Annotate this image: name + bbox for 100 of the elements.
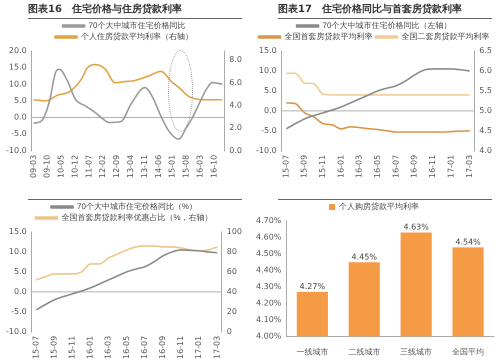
y-tick-label: -5.0	[11, 306, 27, 316]
line-series	[32, 64, 224, 102]
x-tick-label: 16-09	[158, 336, 167, 360]
y-tick-label: 15.0	[8, 227, 27, 236]
x-tick-label: 11-07	[84, 154, 94, 178]
x-tick-label: 三线城市	[400, 347, 432, 356]
line-series	[285, 72, 470, 96]
y2-tick-label: 2.0	[229, 123, 242, 132]
y2-tick-label: 6.5	[479, 46, 492, 56]
x-tick-label: 10-05	[56, 154, 66, 178]
y-tick-label: 5.0	[264, 86, 277, 95]
y2-tick-label: 5.5	[479, 86, 492, 95]
x-tick-label: 16-03	[196, 154, 205, 178]
y-tick-label: -10.0	[256, 146, 277, 155]
x-tick-label: 14-06	[154, 154, 163, 178]
y-tick-label: 5.0	[14, 266, 27, 276]
line-series	[35, 245, 218, 281]
y-tick-label: 20.0	[8, 46, 27, 56]
y2-tick-label: 8.0	[229, 55, 242, 64]
y-tick-label: 4.40%	[256, 266, 282, 275]
x-tick-label: 一线城市	[296, 347, 328, 356]
legend-label: 70个大中城市住宅价格同比	[88, 21, 186, 30]
x-tick-label: 二线城市	[348, 347, 380, 356]
legend-label: 全国二套房贷款平均利率	[402, 32, 490, 42]
y-tick-label: 4.00%	[256, 331, 282, 340]
x-tick-label: 16-11	[176, 336, 186, 360]
legend-label: 70个大中城市住宅价格同比（左轴）	[322, 21, 452, 30]
y-tick-label: 15.0	[258, 46, 277, 56]
legend-label: 全国首套房贷款平均利率	[284, 32, 372, 42]
y-tick-label: 10.0	[258, 66, 277, 76]
x-tick-label: 16-07	[140, 336, 149, 360]
y2-tick-label: 5.0	[479, 106, 492, 115]
y2-tick-label: 4.5	[479, 126, 492, 135]
data-label: 4.54%	[455, 237, 482, 246]
x-tick-label: 17-01	[446, 154, 456, 178]
line-series	[285, 102, 470, 133]
y-tick-label: 5.0	[14, 96, 27, 105]
line-series	[285, 68, 470, 130]
legend-label: 70个大中城市住宅价格同比（%）	[76, 202, 198, 212]
y2-tick-label: 0	[226, 326, 232, 336]
y-tick-label: 4.10%	[256, 314, 282, 324]
y-tick-label: -5.0	[261, 126, 277, 135]
y-tick-label: 10.0	[8, 247, 27, 256]
x-tick-label: 12-09	[112, 154, 122, 178]
line-series	[35, 249, 218, 311]
x-tick-label: 12-02	[98, 154, 108, 178]
x-tick-label: 16-10	[209, 154, 218, 178]
y2-tick-label: 0.0	[229, 146, 242, 155]
data-label: 4.63%	[403, 222, 430, 232]
y-tick-label: 0.0	[14, 112, 27, 122]
x-tick-label: 15-09	[300, 154, 309, 178]
x-tick-label: 17-03	[212, 336, 222, 360]
x-tick-label: 16-05	[122, 336, 131, 360]
y-tick-label: 0.0	[264, 106, 277, 115]
y-tick-label: 0.0	[14, 286, 27, 296]
legend-label: 个人住房贷款平均利率（右轴）	[81, 32, 193, 42]
y2-tick-label: 6.0	[479, 66, 492, 76]
y2-tick-label: 4.0	[479, 146, 492, 155]
x-tick-label: 09-10	[42, 154, 52, 178]
x-tick-label: 15-11	[68, 336, 76, 360]
x-tick-label: 15-09	[49, 336, 58, 360]
x-tick-label: 15-07	[281, 154, 290, 178]
data-label: 4.27%	[300, 282, 326, 291]
x-tick-label: 全国平均	[452, 347, 484, 356]
y2-tick-label: 60	[226, 266, 237, 276]
x-tick-label: 16-09	[410, 154, 419, 178]
x-tick-label: 17-03	[464, 154, 474, 178]
line-series	[32, 68, 224, 140]
y2-tick-label: 6.0	[229, 78, 242, 87]
x-tick-label: 15-01	[168, 154, 177, 178]
y-tick-label: 4.20%	[256, 298, 282, 308]
legend-label: 个人购房贷款平均利率	[339, 202, 419, 212]
x-tick-label: 16-03	[354, 154, 364, 178]
y-tick-label: 4.70%	[256, 216, 282, 226]
x-tick-label: 16-03	[104, 336, 113, 360]
y2-tick-label: 20	[226, 306, 237, 316]
x-tick-label: 16-01	[336, 154, 346, 178]
y2-tick-label: 80	[226, 247, 237, 256]
chart-title: 图表17 住宅价格同比与首套房贷款利率	[278, 2, 492, 19]
x-tick-label: 15-08	[182, 154, 191, 178]
x-tick-label: 15-11	[318, 154, 328, 178]
y-tick-label: 10.0	[8, 79, 27, 88]
y-tick-label: 15.0	[8, 62, 27, 72]
x-tick-label: 17-01	[194, 336, 204, 360]
data-label: 4.45%	[352, 252, 378, 262]
x-tick-label: 10-12	[70, 154, 80, 178]
y2-tick-label: 4.0	[229, 100, 242, 110]
chart-title: 图表16 住宅价格与住房贷款利率	[28, 2, 242, 19]
x-tick-label: 09-03	[28, 154, 38, 178]
y-tick-label: -10.0	[6, 146, 27, 155]
x-tick-label: 13-11	[140, 154, 149, 178]
y2-tick-label: 40	[226, 286, 237, 296]
x-tick-label: 16-05	[373, 154, 382, 178]
y-tick-label: 4.30%	[256, 282, 282, 292]
y-tick-label: 4.50%	[256, 249, 282, 258]
y-tick-label: -5.0	[11, 129, 27, 138]
y-tick-label: -10.0	[6, 326, 27, 336]
x-tick-label: 13-04	[126, 154, 136, 178]
x-tick-label: 16-07	[391, 154, 400, 178]
y-tick-label: 4.60%	[256, 232, 282, 242]
